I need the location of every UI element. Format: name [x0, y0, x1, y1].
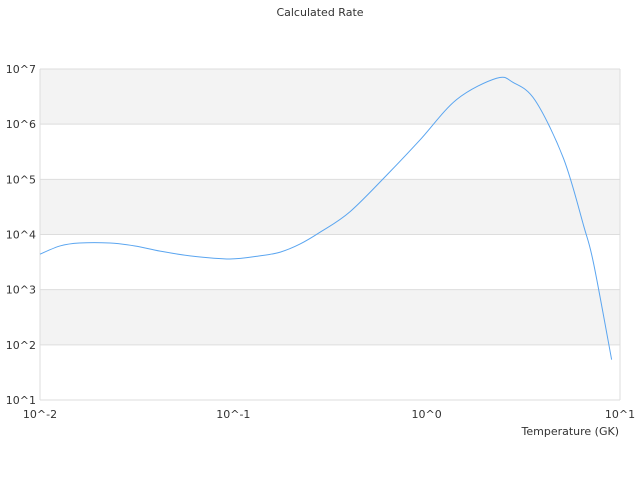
grid-band	[40, 69, 620, 125]
grid-band	[40, 179, 620, 235]
x-tick-label: 10^-2	[23, 408, 57, 421]
x-axis-label: Temperature (GK)	[521, 425, 620, 438]
series-line	[39, 76, 613, 360]
y-tick-label: 10^3	[6, 284, 36, 297]
y-tick-label: 10^4	[6, 229, 36, 242]
x-tick-label: 10^0	[412, 408, 442, 421]
y-tick-label: 10^7	[6, 63, 36, 76]
y-tick-label: 10^2	[6, 339, 36, 352]
y-tick-label: 10^5	[6, 173, 36, 186]
chart-title: Calculated Rate	[276, 6, 363, 19]
y-tick-label: 10^1	[6, 394, 36, 407]
x-tick-label: 10^1	[605, 408, 635, 421]
grid-band	[40, 289, 620, 345]
x-tick-label: 10^-1	[216, 408, 250, 421]
y-tick-label: 10^6	[6, 118, 36, 131]
